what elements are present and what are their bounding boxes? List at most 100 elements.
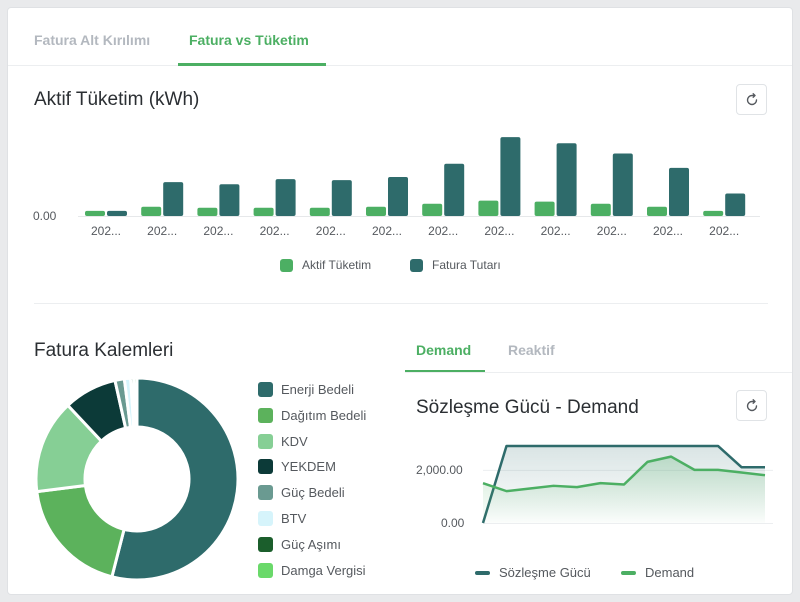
donut-legend-item[interactable]: Dağıtım Bedeli <box>258 407 367 423</box>
x-tick-label: 202... <box>596 224 627 238</box>
legend-demand[interactable]: Demand <box>621 565 694 580</box>
legend-swatch <box>258 459 273 475</box>
donut-legend-item[interactable]: Enerji Bedeli <box>258 382 354 397</box>
donut-legend-item[interactable]: BTV <box>258 511 306 526</box>
bar-fatura-tutari[interactable] <box>388 177 408 216</box>
active-tab-indicator <box>178 63 326 66</box>
x-tick-label: 202... <box>484 224 515 238</box>
consumption-chart-title: Aktif Tüketim (kWh) <box>34 89 200 110</box>
tab-reaktif[interactable]: Reaktif <box>508 342 555 358</box>
legend-swatch <box>258 562 273 578</box>
tab-fatura-vs-tuketim[interactable]: Fatura vs Tüketim <box>189 32 309 48</box>
donut-legend-item[interactable]: KDV <box>258 433 308 449</box>
bar-aktif-tuketim[interactable] <box>309 207 330 216</box>
bar-aktif-tuketim[interactable] <box>197 207 218 216</box>
x-tick-label: 202... <box>90 224 122 238</box>
subtab-divider <box>405 372 792 373</box>
area-demand <box>483 456 765 523</box>
legend-label: Dağıtım Bedeli <box>281 407 367 423</box>
donut-slice[interactable] <box>132 377 139 429</box>
x-tick-label: 202... <box>147 224 178 238</box>
legend-label: KDV <box>281 433 308 449</box>
bar-aktif-tuketim[interactable] <box>253 207 274 216</box>
bar-fatura-tutari[interactable] <box>444 163 465 216</box>
demand-chart-title: Sözleşme Gücü - Demand <box>416 397 639 418</box>
legend-label: Güç Bedeli <box>281 485 345 501</box>
legend-label: Enerji Bedeli <box>281 382 354 397</box>
legend-aktif-tuketim[interactable]: Aktif Tüketim <box>280 258 371 272</box>
legend-label: Damga Vergisi <box>281 562 366 578</box>
legend-label: BTV <box>281 511 307 526</box>
bar-fatura-tutari[interactable] <box>275 179 296 216</box>
bar-fatura-tutari[interactable] <box>107 210 127 216</box>
bar-fatura-tutari[interactable] <box>500 137 521 216</box>
legend-swatch <box>258 407 273 423</box>
donut-slice[interactable] <box>35 484 126 579</box>
donut-slice[interactable] <box>110 377 239 581</box>
bar-aktif-tuketim[interactable] <box>141 206 162 216</box>
donut-legend-item[interactable]: YEKDEM <box>258 459 336 475</box>
x-tick-label: 202... <box>259 224 290 238</box>
x-tick-label: 202... <box>652 224 684 238</box>
tab-demand[interactable]: Demand <box>416 342 472 358</box>
bar-fatura-tutari[interactable] <box>219 184 240 216</box>
line-sozlesme-gucu[interactable] <box>481 444 765 524</box>
bar-aktif-tuketim[interactable] <box>85 210 105 216</box>
demand-refresh-button[interactable] <box>736 390 767 421</box>
legend-label: Güç Aşımı <box>281 536 341 552</box>
bar-fatura-tutari[interactable] <box>331 180 352 216</box>
bar-fatura-tutari[interactable] <box>669 167 689 216</box>
bar-fatura-tutari[interactable] <box>725 193 746 216</box>
bar-aktif-tuketim[interactable] <box>478 200 499 216</box>
bar-fatura-tutari[interactable] <box>612 153 633 216</box>
consumption-refresh-button[interactable] <box>736 84 767 115</box>
demand-y-tick-0: 0.00 <box>441 516 465 530</box>
tab-fatura-alt-kirilimi[interactable]: Fatura Alt Kırılımı <box>34 32 151 48</box>
y-axis-zero-label: 0.00 <box>33 209 57 223</box>
x-tick-label: 202... <box>540 224 571 238</box>
demand-y-tick-2000: 2,000.00 <box>416 463 463 477</box>
bar-aktif-tuketim[interactable] <box>703 210 724 216</box>
bar-fatura-tutari[interactable] <box>556 143 577 216</box>
bar-aktif-tuketim[interactable] <box>366 206 386 216</box>
legend-swatch <box>258 382 273 397</box>
x-tick-label: 202... <box>203 224 234 238</box>
legend-swatch <box>258 485 273 501</box>
x-tick-label: 202... <box>371 224 403 238</box>
section-divider <box>34 303 768 304</box>
bar-aktif-tuketim[interactable] <box>534 201 555 216</box>
legend-label: YEKDEM <box>281 459 336 475</box>
legend-label: Sözleşme Gücü <box>499 565 591 580</box>
refresh-icon <box>746 399 758 412</box>
legend-fatura-tutari[interactable]: Fatura Tutarı <box>410 258 501 272</box>
legend-line <box>475 570 490 575</box>
legend-swatch <box>280 258 293 272</box>
legend-swatch <box>258 511 273 526</box>
bar-fatura-tutari[interactable] <box>163 182 184 216</box>
fatura-kalemleri-donut <box>35 377 239 581</box>
legend-line <box>621 570 636 575</box>
demand-line-chart <box>481 444 773 524</box>
bar-aktif-tuketim[interactable] <box>590 203 611 216</box>
legend-label: Fatura Tutarı <box>432 258 501 272</box>
bar-aktif-tuketim[interactable] <box>647 206 667 216</box>
line-demand[interactable] <box>482 455 766 493</box>
bar-aktif-tuketim[interactable] <box>422 203 443 216</box>
legend-label: Demand <box>645 565 695 580</box>
legend-swatch <box>258 433 273 449</box>
refresh-icon <box>746 93 758 106</box>
active-subtab-indicator <box>405 370 485 373</box>
donut-legend-item[interactable]: Güç Aşımı <box>258 536 341 552</box>
donut-legend-item[interactable]: Damga Vergisi <box>258 562 366 578</box>
legend-swatch <box>258 536 273 552</box>
donut-title: Fatura Kalemleri <box>34 340 174 361</box>
x-tick-label: 202... <box>709 224 740 238</box>
legend-sozlesme-gucu[interactable]: Sözleşme Gücü <box>475 565 591 580</box>
main-card: Fatura Alt Kırılımı Fatura vs Tüketim Ak… <box>7 7 793 595</box>
consumption-bar-chart <box>78 137 760 217</box>
x-tick-label: 202... <box>428 224 459 238</box>
legend-label: Aktif Tüketim <box>302 258 372 272</box>
donut-legend-item[interactable]: Güç Bedeli <box>258 485 345 501</box>
x-tick-label: 202... <box>315 224 346 238</box>
top-tabs: Fatura Alt Kırılımı Fatura vs Tüketim <box>8 8 792 66</box>
